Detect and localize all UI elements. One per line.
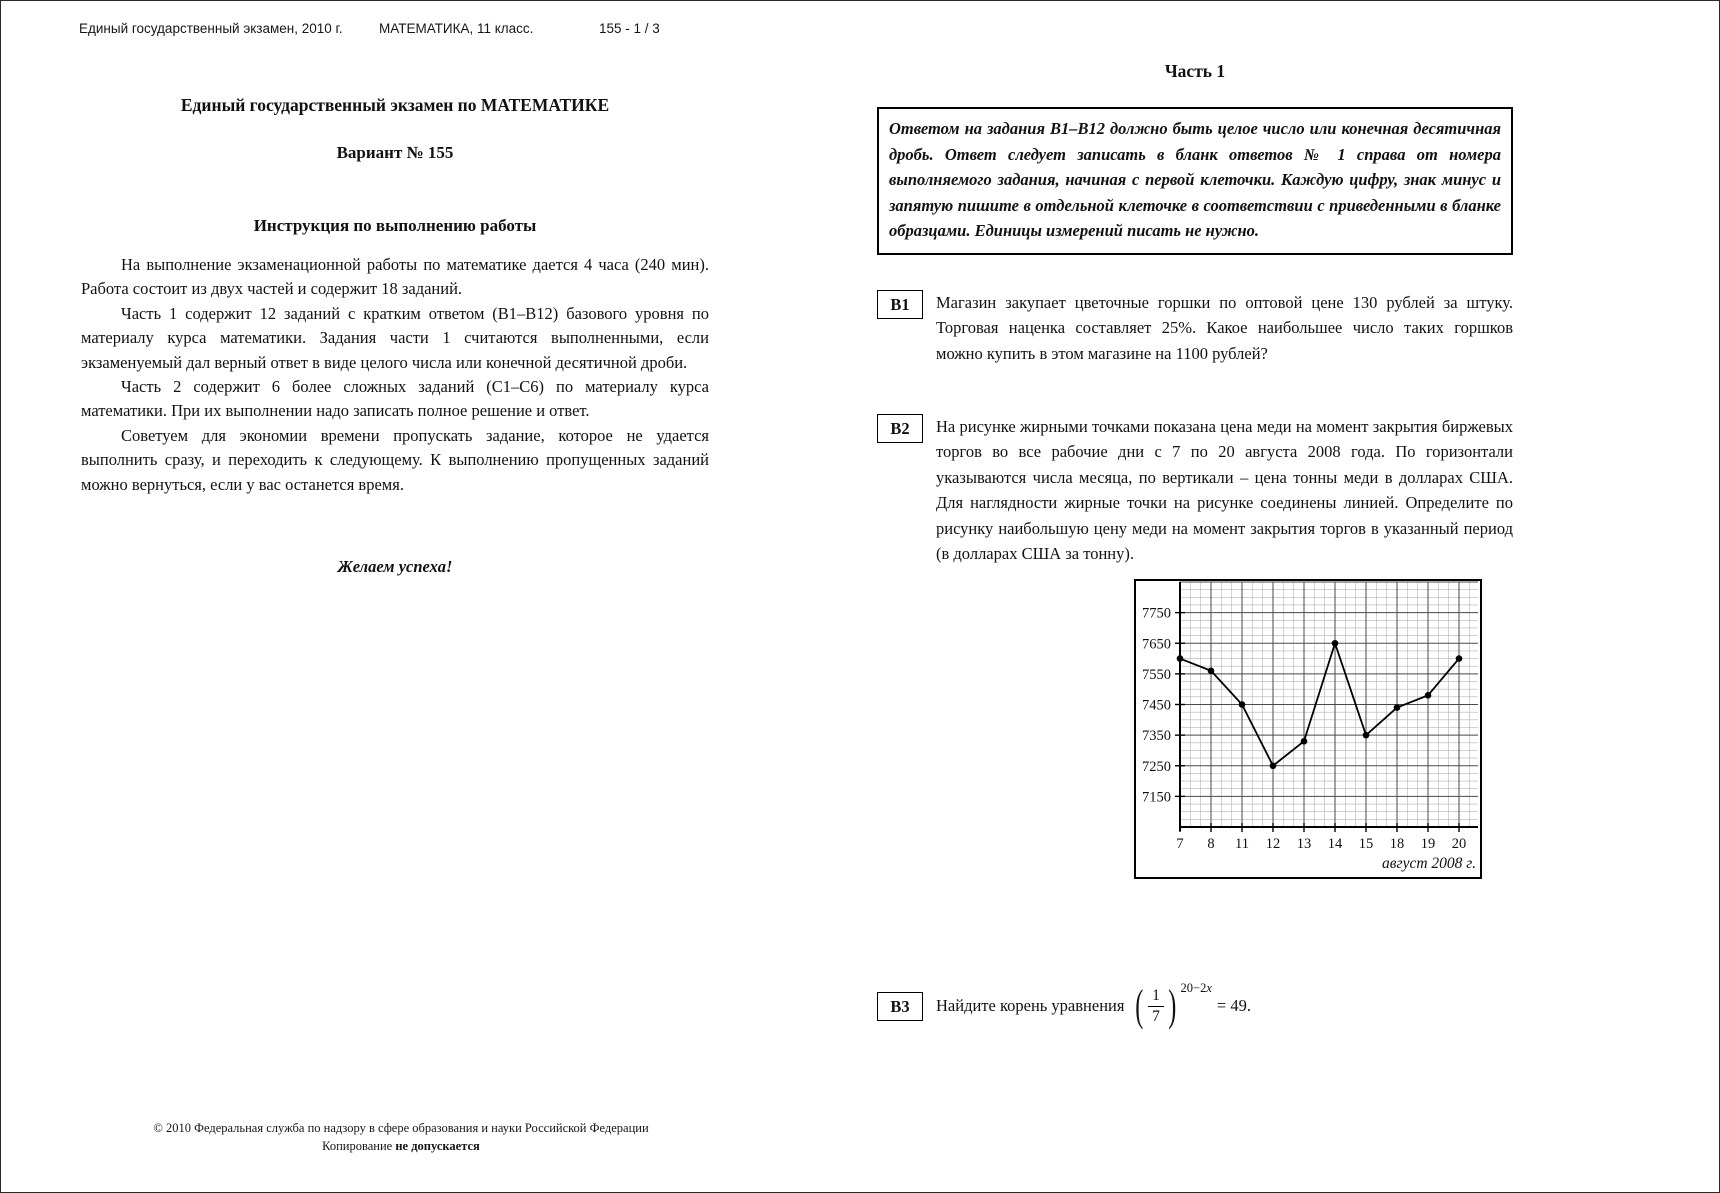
instruction-paragraph: Часть 1 содержит 12 заданий с кратким от… xyxy=(81,303,709,372)
price-chart: 7150 7250 7350 7450 7550 7650 7750 7 8 11 12 13 14 15… xyxy=(1134,579,1482,880)
svg-text:11: 11 xyxy=(1235,836,1249,852)
problem-b3-label: В3 xyxy=(877,991,923,1021)
svg-text:7350: 7350 xyxy=(1142,729,1171,745)
problem-b1: В1 Магазин закупает цветочные горшки по … xyxy=(877,290,1513,366)
svg-text:12: 12 xyxy=(1266,836,1281,852)
footer-line1: © 2010 Федеральная служба по надзору в с… xyxy=(153,1121,649,1135)
header-exam-name: Единый государственный экзамен, 2010 г. xyxy=(79,21,343,36)
copyright-footer: © 2010 Федеральная служба по надзору в с… xyxy=(81,1119,721,1155)
svg-text:20: 20 xyxy=(1452,836,1467,852)
fraction: 1 7 xyxy=(1148,987,1164,1026)
footer-line2-prefix: Копирование xyxy=(322,1139,396,1153)
svg-text:14: 14 xyxy=(1328,836,1343,852)
svg-text:7450: 7450 xyxy=(1142,698,1171,714)
svg-text:7250: 7250 xyxy=(1142,759,1171,775)
svg-text:август 2008 г.: август 2008 г. xyxy=(1382,855,1476,872)
fraction-numerator: 1 xyxy=(1152,986,1160,1004)
problem-b1-label: В1 xyxy=(877,290,923,319)
fraction-denominator: 7 xyxy=(1148,1005,1164,1026)
svg-text:7: 7 xyxy=(1176,836,1183,852)
header-subject: МАТЕМАТИКА, 11 класс. xyxy=(379,21,534,36)
svg-text:7150: 7150 xyxy=(1142,790,1171,806)
instruction-text: На выполнение экзаменационной работы по … xyxy=(81,253,709,497)
problem-b1-text: Магазин закупает цветочные горшки по опт… xyxy=(936,293,1513,363)
price-chart-wrapper: 7150 7250 7350 7450 7550 7650 7750 7 8 11 12 13 14 15… xyxy=(1134,579,1513,886)
equation-rhs: = 49. xyxy=(1216,996,1251,1016)
svg-text:18: 18 xyxy=(1390,836,1405,852)
svg-text:13: 13 xyxy=(1297,836,1312,852)
svg-text:15: 15 xyxy=(1359,836,1374,852)
variant-number: Вариант № 155 xyxy=(336,143,454,162)
instruction-paragraph: Советуем для экономии времени пропускать… xyxy=(81,425,709,494)
exponent-number: 20−2 xyxy=(1180,981,1207,996)
equation: ( 1 7 ) 20−2x = 49. xyxy=(1132,981,1251,1030)
problem-b3-body: Найдите корень уравнения ( 1 7 ) 20−2x =… xyxy=(936,981,1513,1030)
problem-b2: В2 На рисунке жирными точками показана ц… xyxy=(877,414,1513,887)
good-luck-text: Желаем успеха! xyxy=(337,557,453,576)
problem-b2-body: На рисунке жирными точками показана цена… xyxy=(936,414,1513,887)
instruction-paragraph: Часть 2 содержит 6 более сложных заданий… xyxy=(81,377,709,421)
part-heading: Часть 1 xyxy=(1164,61,1226,81)
header-page-number: 155 - 1 / 3 xyxy=(599,21,660,36)
exponent-variable: x xyxy=(1206,981,1212,996)
answer-instruction-box: Ответом на задания В1–В12 должно быть це… xyxy=(877,107,1513,255)
instruction-heading: Инструкция по выполнению работы xyxy=(253,216,537,235)
svg-text:7650: 7650 xyxy=(1142,637,1171,653)
svg-text:19: 19 xyxy=(1421,836,1436,852)
footer-line2: Копирование не допускается xyxy=(81,1137,721,1155)
footer-line2-bold: не допускается xyxy=(395,1139,480,1153)
svg-text:7550: 7550 xyxy=(1142,667,1171,683)
problem-b2-text: На рисунке жирными точками показана цена… xyxy=(936,417,1513,564)
svg-text:7750: 7750 xyxy=(1142,606,1171,622)
svg-text:8: 8 xyxy=(1207,836,1214,852)
document-title: Единый государственный экзамен по МАТЕМА… xyxy=(180,95,610,115)
problem-b2-label: В2 xyxy=(877,414,923,443)
close-paren: ) xyxy=(1168,981,1177,1030)
open-paren: ( xyxy=(1135,981,1144,1030)
problem-b3: В3 Найдите корень уравнения ( 1 7 ) 20−2… xyxy=(877,981,1513,1030)
problem-b3-text: Найдите корень уравнения xyxy=(936,996,1125,1016)
instruction-paragraph: На выполнение экзаменационной работы по … xyxy=(81,255,709,299)
exponent: 20−2x xyxy=(1181,976,1212,1001)
